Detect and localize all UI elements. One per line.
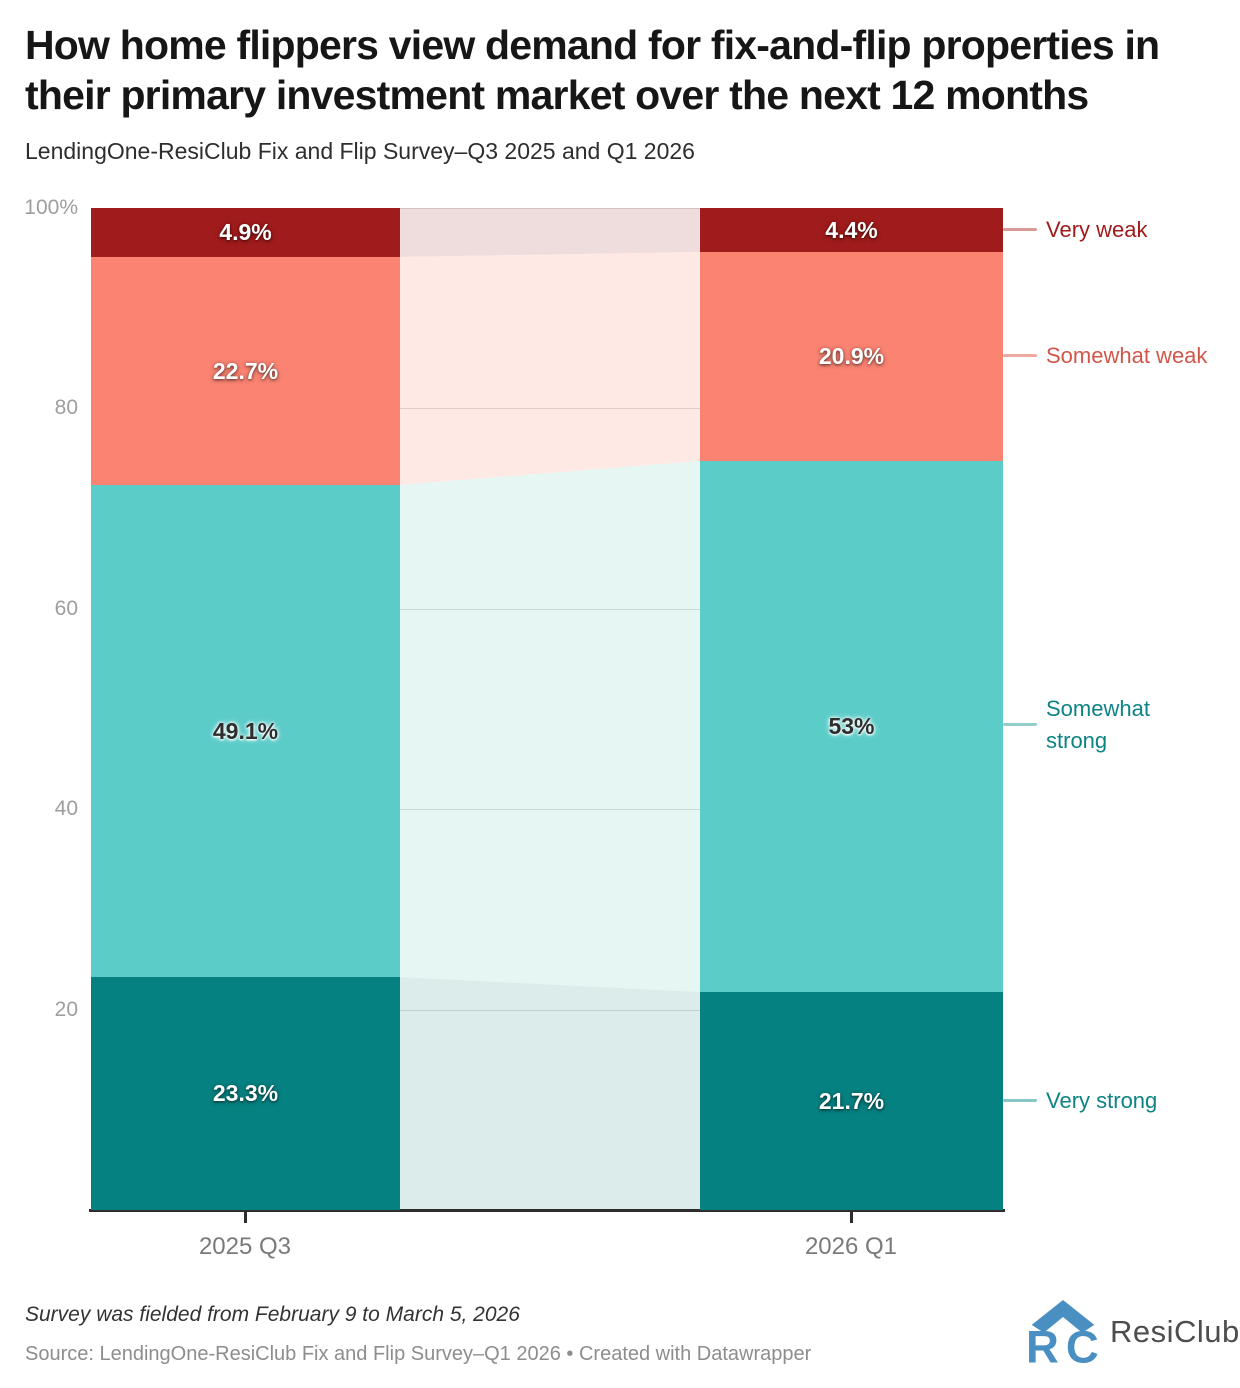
y-tick-60: 60 [54, 597, 78, 620]
legend-connector-line [1003, 354, 1037, 358]
svg-text:C: C [1066, 1322, 1099, 1366]
value-label: 22.7% [212, 357, 279, 384]
legend-label: Very strong [1046, 1088, 1158, 1113]
footer-note: Survey was fielded from February 9 to Ma… [25, 1303, 520, 1326]
segment-somewhat-strong: 49.1% [91, 485, 400, 977]
value-label: 23.3% [212, 1080, 279, 1106]
legend-label: Somewhat weak [1046, 343, 1208, 368]
x-axis-line [89, 1209, 1005, 1212]
legend-label: Very weak [1046, 217, 1148, 242]
y-tick-80: 80 [54, 396, 78, 419]
value-label: 21.7% [818, 1087, 885, 1114]
legend-item-somewhat-weak: Somewhat weak [1003, 340, 1207, 372]
resiclub-logo-text: ResiClub [1110, 1314, 1240, 1349]
legend-connector-line [1003, 723, 1037, 727]
value-label: 4.4% [825, 216, 878, 243]
segment-very-weak: 4.4% [700, 208, 1003, 252]
legend-item-very-weak: Very weak [1003, 214, 1148, 246]
chart-title: How home flippers view demand for fix-an… [25, 22, 1160, 119]
legend-connector-line [1003, 1099, 1037, 1103]
resiclub-logo: R C ResiClub [1026, 1298, 1240, 1366]
segment-very-strong: 21.7% [700, 992, 1003, 1210]
connector-band-very-weak [400, 208, 700, 257]
segment-somewhat-strong: 53% [700, 461, 1003, 992]
value-label: 4.9% [219, 219, 272, 245]
flow-connector-bands [400, 208, 700, 1210]
segment-very-strong: 23.3% [91, 977, 400, 1210]
y-tick-40: 40 [54, 797, 78, 820]
x-category-2025-q3: 2025 Q3 [198, 1233, 292, 1260]
legend-item-very-strong: Very strong [1003, 1085, 1157, 1117]
connector-band-somewhat-strong [400, 461, 700, 992]
gridline-40 [91, 809, 1003, 810]
gridline-80 [91, 408, 1003, 409]
gridline-100 [91, 208, 1003, 209]
gridline-20 [91, 1010, 1003, 1011]
legend-item-somewhat-strong: Somewhat strong [1003, 693, 1166, 757]
connector-band-very-strong [400, 977, 700, 1210]
legend-label: Somewhat strong [1046, 696, 1150, 753]
resiclub-logo-icon: R C [1026, 1299, 1099, 1366]
chart-subtitle: LendingOne-ResiClub Fix and Flip Survey–… [25, 138, 695, 164]
y-tick-20: 20 [54, 998, 78, 1021]
svg-text:R: R [1026, 1322, 1059, 1366]
x-category-2026-q1: 2026 Q1 [804, 1233, 898, 1260]
footer-source: Source: LendingOne-ResiClub Fix and Flip… [25, 1343, 812, 1365]
segment-somewhat-weak: 20.9% [700, 252, 1003, 461]
plot-area: 100% 80 60 40 20 4.9% 22.7% 49.1% [0, 196, 1240, 1210]
value-label: 49.1% [212, 717, 279, 744]
gridline-60 [91, 609, 1003, 610]
connector-band-somewhat-weak [400, 252, 700, 485]
legend-connector-line [1003, 228, 1037, 232]
value-label: 53% [828, 713, 875, 739]
x-axis-tick [850, 1212, 853, 1223]
x-axis-tick [244, 1212, 247, 1223]
y-tick-100: 100% [24, 196, 78, 219]
segment-very-weak: 4.9% [91, 208, 400, 257]
segment-somewhat-weak: 22.7% [91, 257, 400, 485]
column-2026-q1: 4.4% 20.9% 53% 21.7% [700, 208, 1003, 1210]
column-2025-q3: 4.9% 22.7% 49.1% 23.3% [91, 208, 400, 1210]
value-label: 20.9% [818, 343, 885, 369]
